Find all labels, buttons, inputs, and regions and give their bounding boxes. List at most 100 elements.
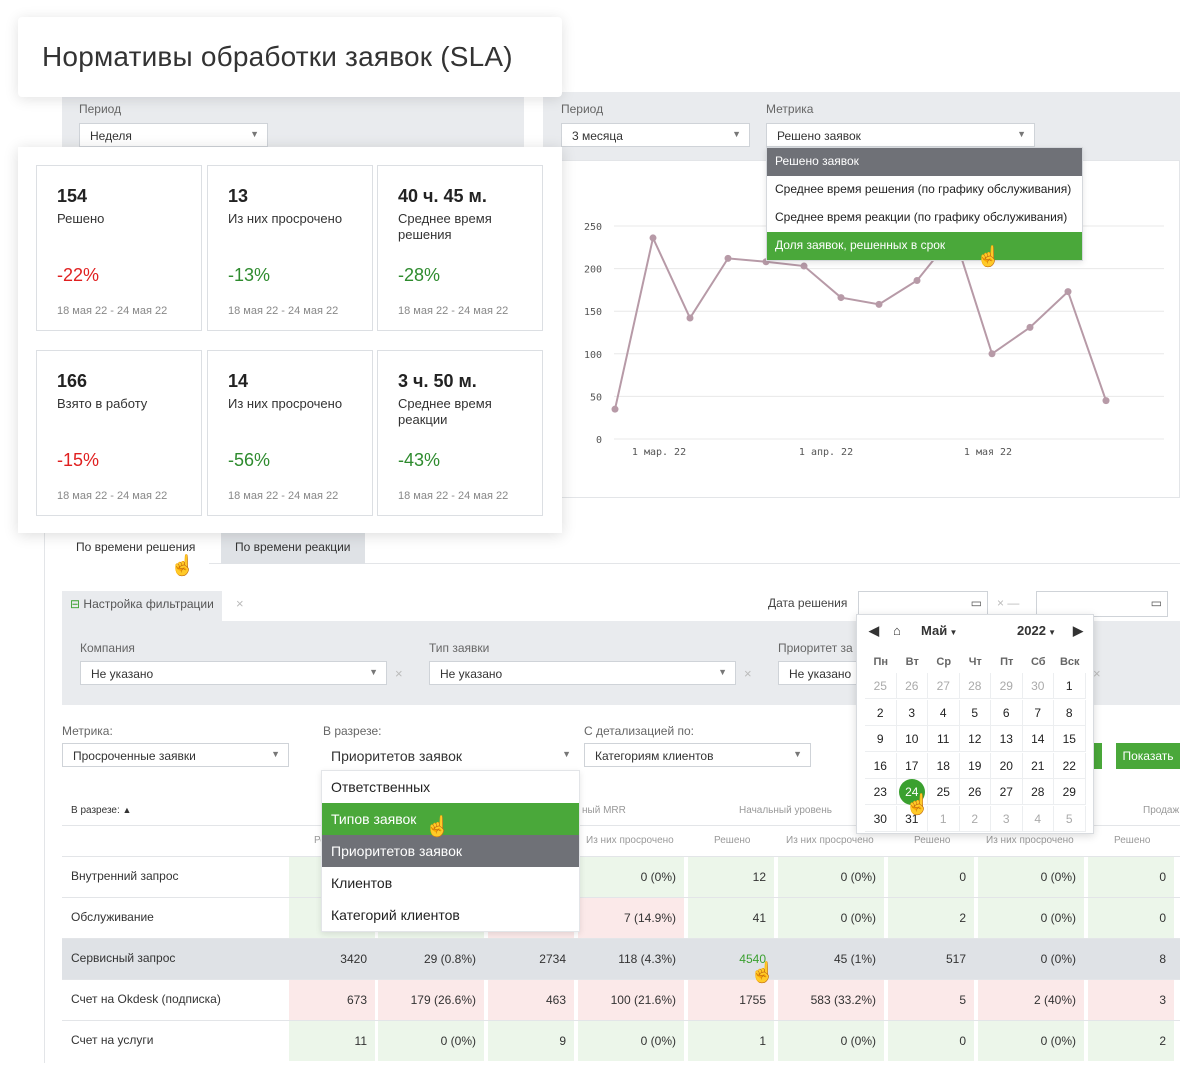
data-point[interactable] xyxy=(988,350,996,358)
date-clear-icon[interactable]: × — xyxy=(997,596,1020,610)
table-corner-header[interactable]: В разрезе: ▲ xyxy=(71,805,131,816)
calendar-day[interactable]: 27 xyxy=(991,779,1023,805)
data-point[interactable] xyxy=(913,277,921,285)
calendar-day[interactable]: 26 xyxy=(896,673,928,699)
close-icon[interactable]: × xyxy=(236,596,244,611)
calendar-icon[interactable]: ▭ xyxy=(1150,596,1162,610)
calendar-day[interactable]: 13 xyxy=(991,726,1023,752)
data-point[interactable] xyxy=(1026,323,1034,331)
calendar-day[interactable]: 5 xyxy=(959,699,991,726)
calendar-day[interactable]: 29 xyxy=(1054,779,1086,805)
calendar-day[interactable]: 24 xyxy=(896,779,928,805)
slice-select[interactable]: Приоритетов заявок ▼ xyxy=(321,743,580,767)
table-row[interactable] xyxy=(62,979,1180,1020)
company-select[interactable]: Не указано ▼ xyxy=(80,661,387,685)
calendar-day[interactable]: 3 xyxy=(991,805,1023,832)
left-period-select[interactable]: Неделя ▼ xyxy=(79,123,268,147)
calendar-day[interactable]: 2 xyxy=(959,805,991,832)
data-point[interactable] xyxy=(875,300,883,308)
calendar-day[interactable]: 18 xyxy=(928,752,960,779)
clear-icon[interactable]: × xyxy=(744,666,752,681)
prev-month-icon[interactable]: ◀ xyxy=(869,623,879,638)
calendar-day[interactable]: 27 xyxy=(928,673,960,699)
data-point[interactable] xyxy=(1102,397,1110,405)
calendar-day[interactable]: 17 xyxy=(896,752,928,779)
calendar-day[interactable]: 2 xyxy=(865,699,897,726)
metric-option[interactable]: Доля заявок, решенных в срок xyxy=(767,232,1082,260)
calendar-day[interactable]: 25 xyxy=(865,673,897,699)
tab-resolution-time[interactable]: По времени решения xyxy=(62,530,210,564)
data-point[interactable] xyxy=(724,254,732,262)
calendar-day[interactable]: 4 xyxy=(1022,805,1054,832)
calendar-day[interactable]: 1 xyxy=(1054,673,1086,699)
calendar-day[interactable]: 9 xyxy=(865,726,897,752)
slice-option[interactable]: Клиентов xyxy=(331,875,393,891)
type-select[interactable]: Не указано ▼ xyxy=(429,661,736,685)
data-point[interactable] xyxy=(1064,288,1072,296)
calendar-day[interactable]: 6 xyxy=(991,699,1023,726)
day-number: 27 xyxy=(999,785,1013,799)
calendar-day[interactable]: 20 xyxy=(991,752,1023,779)
show-button[interactable]: Показать xyxy=(1116,743,1180,769)
metric-select[interactable]: Решено заявок ▼ xyxy=(766,123,1035,147)
table-row[interactable] xyxy=(62,856,1180,897)
calendar-day[interactable]: 25 xyxy=(928,779,960,805)
calendar-day[interactable]: 1 xyxy=(928,805,960,832)
calendar-day[interactable]: 11 xyxy=(928,726,960,752)
home-icon[interactable]: ⌂ xyxy=(893,623,901,638)
calendar-day[interactable]: 21 xyxy=(1022,752,1054,779)
filter-settings-toggle[interactable]: ⊟ Настройка фильтрации xyxy=(62,591,222,621)
clear-icon[interactable]: × xyxy=(395,666,403,681)
table-cell: 29 (0.8%) xyxy=(423,952,476,966)
calendar-day[interactable]: 29 xyxy=(991,673,1023,699)
metric-option[interactable]: Среднее время решения (по графику обслуж… xyxy=(775,182,1072,196)
data-point[interactable] xyxy=(686,314,694,322)
calendar-day[interactable]: 19 xyxy=(959,752,991,779)
year-select[interactable]: 2022 ▼ xyxy=(1017,623,1056,638)
table-cell[interactable]: 4540 xyxy=(739,952,766,966)
report-metric-select[interactable]: Просроченные заявки ▼ xyxy=(62,743,289,767)
month-select[interactable]: Май ▼ xyxy=(921,623,957,638)
slice-option[interactable]: Приоритетов заявок xyxy=(322,835,579,867)
calendar-day[interactable]: 26 xyxy=(959,779,991,805)
calendar-day[interactable]: 7 xyxy=(1022,699,1054,726)
calendar-day[interactable]: 23 xyxy=(865,779,897,805)
calendar-day[interactable]: 5 xyxy=(1054,805,1086,832)
calendar-day[interactable]: 30 xyxy=(865,805,897,832)
slice-option[interactable]: Категорий клиентов xyxy=(331,907,460,923)
calendar-day[interactable]: 28 xyxy=(1022,779,1054,805)
data-point[interactable] xyxy=(611,405,619,413)
calendar-day[interactable]: 16 xyxy=(865,752,897,779)
metric-option[interactable]: Решено заявок xyxy=(767,148,1082,176)
calendar-day[interactable]: 28 xyxy=(959,673,991,699)
table-row[interactable] xyxy=(62,1020,1180,1061)
date-to-input[interactable]: ▭ xyxy=(1036,591,1168,617)
calendar-day[interactable]: 3 xyxy=(896,699,928,726)
next-month-icon[interactable]: ▶ xyxy=(1073,623,1083,638)
data-point[interactable] xyxy=(649,234,657,242)
slice-option[interactable]: Типов заявок xyxy=(322,803,579,835)
calendar-day[interactable]: 22 xyxy=(1054,752,1086,779)
stat-dates: 18 мая 22 - 24 мая 22 xyxy=(228,490,339,502)
table-cell: 8 xyxy=(1159,952,1166,966)
clear-icon[interactable]: × xyxy=(1093,666,1101,681)
detail-select[interactable]: Категориям клиентов ▼ xyxy=(584,743,811,767)
calendar-day[interactable]: 8 xyxy=(1054,699,1086,726)
metric-option[interactable]: Среднее время реакции (по графику обслуж… xyxy=(775,210,1068,224)
calendar-icon[interactable]: ▭ xyxy=(970,596,982,610)
table-row[interactable] xyxy=(62,938,1180,979)
calendar-day[interactable]: 31 xyxy=(896,805,928,832)
calendar-day[interactable]: 4 xyxy=(928,699,960,726)
calendar-day[interactable]: 14 xyxy=(1022,726,1054,752)
stat-value: 3 ч. 50 м. xyxy=(398,371,477,391)
data-point[interactable] xyxy=(800,262,808,270)
right-period-select[interactable]: 3 месяца ▼ xyxy=(561,123,750,147)
table-row[interactable] xyxy=(62,897,1180,938)
calendar-day[interactable]: 10 xyxy=(896,726,928,752)
tab-reaction-time[interactable]: По времени реакции xyxy=(221,530,365,564)
calendar-day[interactable]: 30 xyxy=(1022,673,1054,699)
slice-option[interactable]: Ответственных xyxy=(331,779,431,795)
calendar-day[interactable]: 12 xyxy=(959,726,991,752)
calendar-day[interactable]: 15 xyxy=(1054,726,1086,752)
data-point[interactable] xyxy=(837,294,845,302)
